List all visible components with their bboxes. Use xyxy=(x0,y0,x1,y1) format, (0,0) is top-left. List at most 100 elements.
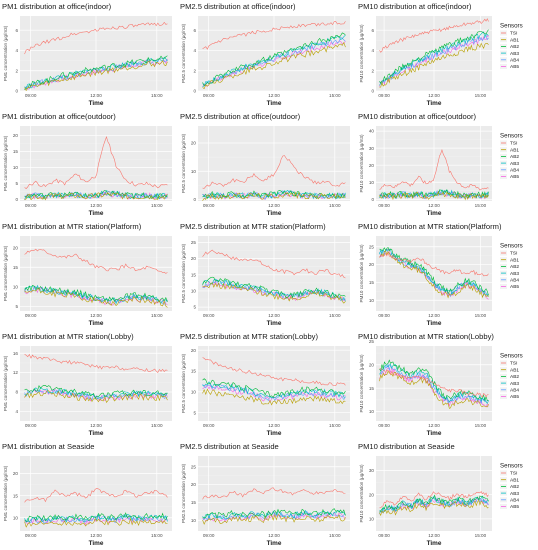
legend-label: AB3 xyxy=(510,381,519,387)
x-tick-label: 09:00 xyxy=(25,533,37,538)
y-tick-label: 20 xyxy=(191,348,197,353)
x-axis-label: Time xyxy=(267,540,282,547)
series-line-ab2 xyxy=(202,32,346,87)
y-axis-label: PM1 concentration (μg/m3) xyxy=(3,25,8,81)
y-tick-label: 20 xyxy=(191,482,197,487)
x-tick-label: 12:00 xyxy=(268,93,280,98)
y-tick-label: 4 xyxy=(193,48,196,53)
y-tick-label: 20 xyxy=(13,471,19,476)
panel-title: PM2.5 distribution at office(indoor) xyxy=(180,2,296,11)
y-tick-label: 15 xyxy=(13,493,19,498)
x-tick-label: 09:00 xyxy=(378,93,390,98)
legend-title: Sensors xyxy=(500,23,523,30)
y-tick-label: 10 xyxy=(369,180,375,185)
y-tick-label: 15 xyxy=(369,386,375,391)
panel-15: PM10 distribution at Seaside 10 20 30 09:00 1… xyxy=(358,442,492,547)
series-line-ab2 xyxy=(202,378,346,398)
legend-label: AB1 xyxy=(510,257,519,263)
x-tick-label: 12:00 xyxy=(90,423,102,428)
series-line-ab4 xyxy=(202,279,346,302)
x-tick-label: 15:00 xyxy=(475,313,487,318)
series-line-ab1 xyxy=(379,190,489,201)
y-tick-label: 6 xyxy=(15,28,18,33)
panel-1: PM1 distribution at office(indoor) 0 2 4 6 09… xyxy=(2,2,172,107)
y-tick-label: 30 xyxy=(369,146,375,151)
y-axis-label: PM2.5 concentration (μg/m3) xyxy=(181,353,186,413)
legend-label: AB4 xyxy=(510,388,519,394)
series-line-ab3 xyxy=(379,363,489,405)
y-tick-label: 40 xyxy=(369,129,375,134)
x-axis-label: Time xyxy=(267,100,282,107)
x-axis-label: Time xyxy=(89,210,104,217)
y-tick-label: 15 xyxy=(369,280,375,285)
panel-10: PM1 distribution at MTR station(Lobby) 4 8… xyxy=(2,332,172,437)
x-tick-label: 15:00 xyxy=(475,93,487,98)
legend-label: AB4 xyxy=(510,278,519,284)
x-tick-label: 09:00 xyxy=(25,423,37,428)
y-tick-label: 10 xyxy=(13,165,19,170)
series-line-ab5 xyxy=(24,58,168,90)
x-tick-label: 12:00 xyxy=(90,533,102,538)
panel-title: PM1 distribution at Seaside xyxy=(2,442,94,451)
x-tick-label: 15:00 xyxy=(151,93,163,98)
x-tick-label: 12:00 xyxy=(90,93,102,98)
panel-2: PM2.5 distribution at office(indoor) 0 2 4 6… xyxy=(180,2,350,107)
series-line-ab3 xyxy=(202,278,346,302)
panel-9: PM10 distribution at MTR station(Platfor… xyxy=(358,222,502,327)
y-axis-label: PM1 concentration (μg/m3) xyxy=(3,465,8,521)
x-axis-label: Time xyxy=(89,430,104,437)
series-line-tsi xyxy=(24,488,168,503)
series-line-ab2 xyxy=(379,494,489,513)
x-tick-label: 09:00 xyxy=(203,93,215,98)
y-tick-label: 0 xyxy=(15,197,18,202)
y-tick-label: 30 xyxy=(369,468,375,473)
panel-11: PM2.5 distribution at MTR station(Lobby)… xyxy=(180,332,350,437)
y-tick-label: 10 xyxy=(191,169,197,174)
y-axis-label: PM2.5 concentration (μg/m3) xyxy=(181,133,186,193)
legend-label: AB1 xyxy=(510,367,519,373)
y-axis-label: PM2.5 concentration (μg/m3) xyxy=(181,463,186,523)
x-tick-label: 12:00 xyxy=(90,313,102,318)
y-tick-label: 15 xyxy=(13,149,19,154)
x-axis-label: Time xyxy=(427,540,442,547)
panel-title: PM10 distribution at MTR station(Lobby) xyxy=(358,332,494,341)
legend-label: AB1 xyxy=(510,477,519,483)
series-line-tsi xyxy=(24,353,168,373)
series-line-ab5 xyxy=(202,40,346,87)
legend-title: Sensors xyxy=(500,463,523,470)
x-axis-label: Time xyxy=(427,430,442,437)
x-tick-label: 15:00 xyxy=(151,533,163,538)
series-line-ab3 xyxy=(202,509,346,520)
x-tick-label: 09:00 xyxy=(378,423,390,428)
x-tick-label: 12:00 xyxy=(268,423,280,428)
x-tick-label: 09:00 xyxy=(203,313,215,318)
x-axis-label: Time xyxy=(89,100,104,107)
series-line-tsi xyxy=(202,357,346,386)
y-tick-label: 2 xyxy=(193,68,196,73)
series-line-tsi xyxy=(379,18,489,53)
panel-6: PM10 distribution at office(outdoor) 0 10 2… xyxy=(358,112,492,217)
y-axis-label: PM10 concentration (μg/m3) xyxy=(359,464,364,523)
series-line-tsi xyxy=(24,21,168,55)
y-tick-label: 10 xyxy=(191,289,197,294)
legend-label: TSI xyxy=(510,251,517,257)
panel-title: PM2.5 distribution at office(outdoor) xyxy=(180,112,301,121)
panel-title: PM10 distribution at office(outdoor) xyxy=(358,112,477,121)
y-tick-label: 10 xyxy=(369,409,375,414)
y-tick-label: 5 xyxy=(15,304,18,309)
x-tick-label: 09:00 xyxy=(203,203,215,208)
y-tick-label: 20 xyxy=(13,133,19,138)
x-tick-label: 09:00 xyxy=(203,423,215,428)
series-line-tsi xyxy=(379,491,489,509)
series-line-ab3 xyxy=(24,56,168,89)
series-line-tsi xyxy=(379,368,489,398)
y-axis-label: PM10 concentration (μg/m3) xyxy=(359,354,364,413)
x-tick-label: 09:00 xyxy=(25,313,37,318)
series-line-ab5 xyxy=(379,248,489,300)
y-tick-label: 0 xyxy=(371,89,374,94)
x-tick-label: 15:00 xyxy=(329,93,341,98)
y-tick-label: 0 xyxy=(15,89,18,94)
